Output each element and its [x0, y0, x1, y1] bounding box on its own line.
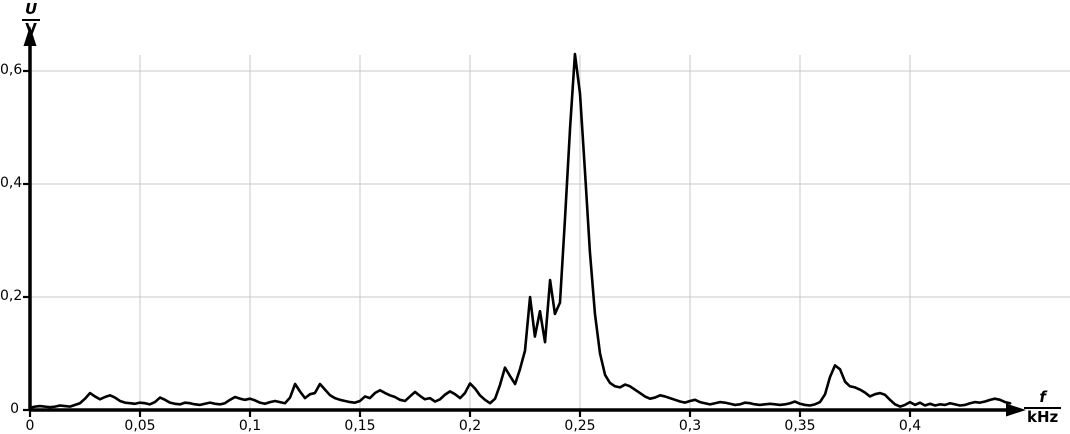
y-tick-label: 0,6 — [0, 62, 23, 78]
x-tick-label: 0 — [25, 418, 35, 434]
x-tick-label: 0,05 — [124, 418, 156, 434]
y-tick-label: 0,2 — [0, 288, 23, 304]
x-tick-label: 0,3 — [678, 418, 702, 434]
x-axis-label-numerator: f — [1039, 388, 1046, 406]
tick-marks — [23, 69, 912, 417]
x-tick-label: 0,25 — [564, 418, 596, 434]
data-series-line — [28, 52, 1012, 410]
x-tick-label: 0,15 — [344, 418, 376, 434]
axis-lines — [23, 26, 1026, 417]
y-axis-label: U V — [22, 0, 41, 38]
x-axis-label-denominator: kHz — [1024, 406, 1062, 426]
gridlines — [30, 55, 1070, 410]
x-tick-label: 0,2 — [458, 418, 482, 434]
y-axis-label-denominator: V — [22, 18, 41, 38]
y-tick-label: 0 — [10, 401, 19, 417]
x-tick-label: 0,4 — [898, 418, 922, 434]
x-axis-label: f kHz — [1024, 388, 1062, 426]
y-tick-label: 0,4 — [0, 175, 23, 191]
y-axis-label-numerator: U — [25, 0, 38, 18]
x-tick-label: 0,35 — [784, 418, 816, 434]
x-tick-label: 0,1 — [238, 418, 262, 434]
